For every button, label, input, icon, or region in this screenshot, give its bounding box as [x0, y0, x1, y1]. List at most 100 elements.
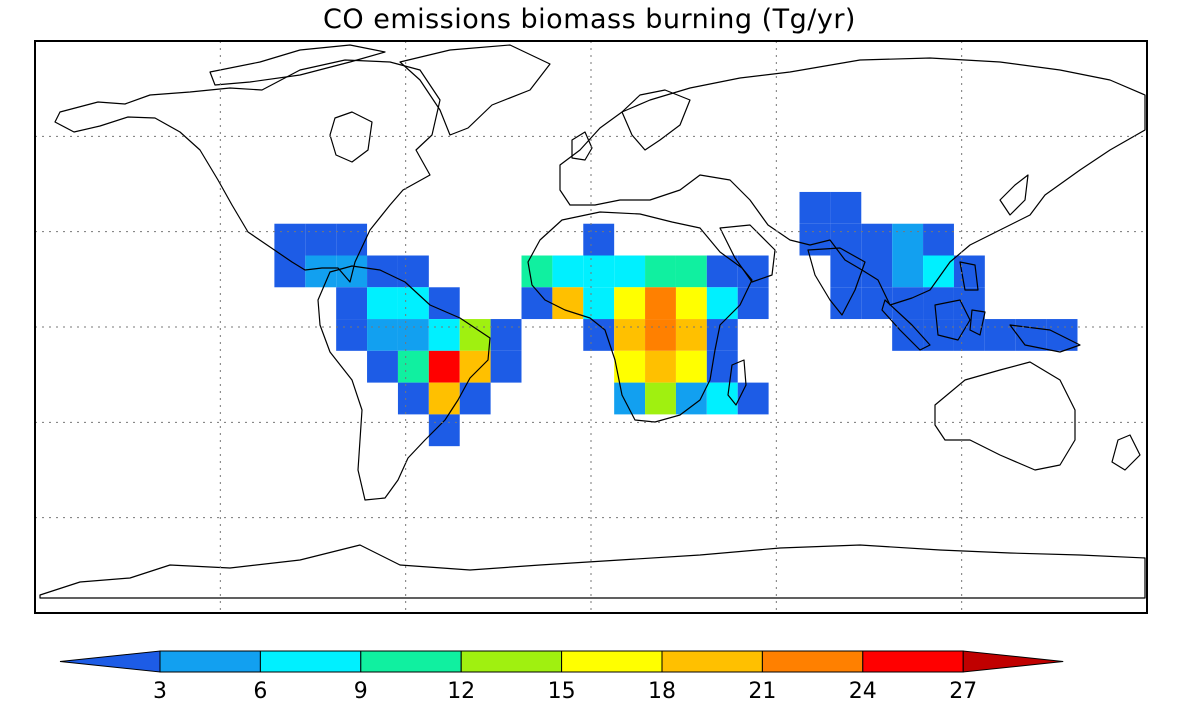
emission-cell: [583, 223, 615, 256]
emission-cell: [428, 287, 460, 320]
colorbar-tick-label: 24: [849, 679, 877, 704]
emission-cell: [675, 319, 707, 351]
coastline-greenland: [399, 44, 551, 136]
emission-cell: [923, 223, 954, 256]
colorbar-box: [159, 650, 261, 673]
colorbar-tick-label: 12: [447, 679, 475, 704]
coastline-south-america: [317, 265, 491, 501]
emission-cell: [459, 350, 491, 383]
emission-cell: [274, 223, 306, 256]
coastline-eurasia: [559, 57, 1146, 306]
coastline-sumatra: [881, 299, 931, 351]
emission-cell: [367, 319, 398, 351]
emission-cell: [675, 255, 707, 288]
colorbar-boxes: [59, 650, 1064, 673]
emission-cell: [892, 319, 924, 351]
colorbar-box: [259, 650, 362, 673]
emission-cell: [645, 319, 676, 351]
coastline-north-america: [54, 59, 441, 283]
emission-cell: [984, 319, 1016, 351]
emission-cell: [799, 191, 831, 224]
emission-cell: [645, 255, 676, 288]
coastline-philippines: [959, 261, 979, 291]
colorbar-tick-label: 6: [253, 679, 267, 704]
emission-cell: [923, 255, 954, 288]
emission-cell: [336, 287, 368, 320]
coastline-india: [807, 247, 866, 316]
emission-cell: [892, 255, 924, 288]
map-title: CO emissions biomass burning (Tg/yr): [323, 4, 856, 35]
coastline-hudson-bay: [329, 111, 373, 163]
colorbar-box: [862, 650, 964, 673]
colorbar-tick-label: 18: [648, 679, 676, 704]
coastline-australia: [934, 361, 1076, 471]
emission-cell: [614, 350, 646, 383]
coastline-antarctica: [39, 544, 1146, 599]
emission-cell: [614, 255, 646, 288]
emission-cell: [799, 223, 831, 256]
emission-cell: [861, 223, 893, 256]
colorbar-box: [360, 650, 462, 673]
emission-cell: [428, 382, 460, 415]
colorbar-under-triangle: [59, 650, 161, 673]
emission-cell: [397, 255, 429, 288]
emission-cell: [490, 319, 522, 351]
emission-cell: [367, 287, 398, 320]
colorbar-tick-label: 9: [354, 679, 368, 704]
coastline-madagascar: [727, 359, 747, 406]
emission-cell: [305, 223, 337, 256]
emission-cell: [892, 223, 924, 256]
emission-cell: [1015, 319, 1047, 351]
colorbar-box: [761, 650, 864, 673]
emission-cell: [397, 350, 429, 383]
colorbar-tick-label: 15: [548, 679, 576, 704]
emission-cell: [428, 319, 460, 351]
emission-cell: [861, 287, 893, 320]
colorbar-tick-label: 3: [153, 679, 167, 704]
emission-cell: [953, 287, 985, 320]
emission-cell: [583, 287, 615, 320]
coastlines: [39, 44, 1146, 599]
emission-cell: [490, 350, 522, 383]
emission-cell: [614, 319, 646, 351]
emission-cell: [861, 255, 893, 288]
emission-cell: [645, 350, 676, 383]
emission-cells: [274, 191, 1078, 447]
emission-cell: [336, 223, 368, 256]
emission-cell: [336, 319, 368, 351]
colorbar-over-triangle: [962, 650, 1064, 673]
emission-cell: [830, 191, 862, 224]
coastline-africa: [527, 211, 753, 423]
emission-cell: [397, 287, 429, 320]
emission-cell: [521, 287, 553, 320]
emission-cell: [645, 287, 676, 320]
emission-cell: [953, 255, 985, 288]
map-frame: [34, 40, 1148, 614]
coastline-borneo: [934, 299, 971, 341]
coastline-scandinavia: [621, 89, 691, 151]
colorbar-tick-label: 27: [949, 679, 977, 704]
graticule: [35, 41, 1147, 613]
emission-cell: [706, 382, 738, 415]
emission-cell: [1046, 319, 1078, 351]
emission-cell: [675, 382, 707, 415]
colorbar-tick-label: 21: [748, 679, 776, 704]
emission-cell: [614, 287, 646, 320]
emission-cell: [645, 382, 676, 415]
coastline-sulawesi: [969, 309, 986, 336]
emission-cell: [675, 287, 707, 320]
emission-cell: [737, 287, 769, 320]
emission-cell: [521, 255, 553, 288]
emission-cell: [706, 287, 738, 320]
emission-cell: [397, 382, 429, 415]
emission-cell: [367, 350, 398, 383]
colorbar-box: [460, 650, 563, 673]
emission-cell: [428, 350, 460, 383]
emission-cell: [830, 287, 862, 320]
emission-cell: [397, 319, 429, 351]
coastline-new-guinea: [1009, 324, 1081, 353]
emission-cell: [706, 319, 738, 351]
coastline-japan: [999, 174, 1029, 216]
